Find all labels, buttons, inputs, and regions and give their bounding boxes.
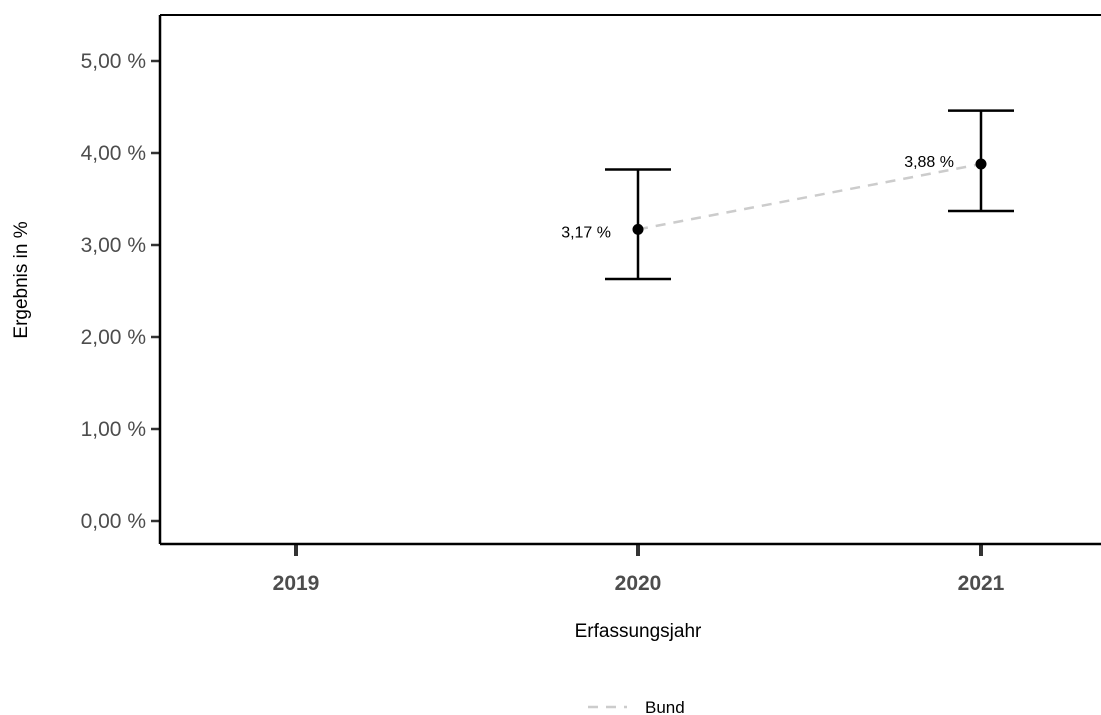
y-axis: 0,00 % 1,00 % 2,00 % 3,00 % 4,00 % 5,00 %	[81, 50, 160, 533]
data-point	[975, 158, 987, 170]
series-line-segment	[637, 162, 982, 231]
plot-frame	[158, 14, 1101, 546]
y-tick-label: 2,00 %	[81, 326, 146, 349]
data-label: 3,88 %	[904, 154, 954, 171]
x-axis: 2019 2020 2021	[273, 544, 1005, 595]
legend-label-bund: Bund	[645, 698, 685, 715]
y-axis-title: Ergebnis in %	[11, 221, 32, 338]
data-label: 3,17 %	[561, 224, 611, 241]
y-tick-label: 5,00 %	[81, 50, 146, 73]
y-tick-label: 4,00 %	[81, 142, 146, 165]
x-axis-title: Erfassungsjahr	[575, 621, 702, 642]
legend: Bund	[588, 698, 685, 715]
y-tick-label: 1,00 %	[81, 418, 146, 441]
x-tick-label: 2019	[273, 572, 320, 595]
y-tick-label: 0,00 %	[81, 510, 146, 533]
data-point	[632, 223, 644, 235]
y-tick-label: 3,00 %	[81, 234, 146, 257]
x-tick-label: 2021	[958, 572, 1005, 595]
x-tick-label: 2020	[615, 572, 662, 595]
series-bund: 3,17 % 3,88 %	[561, 109, 1014, 281]
